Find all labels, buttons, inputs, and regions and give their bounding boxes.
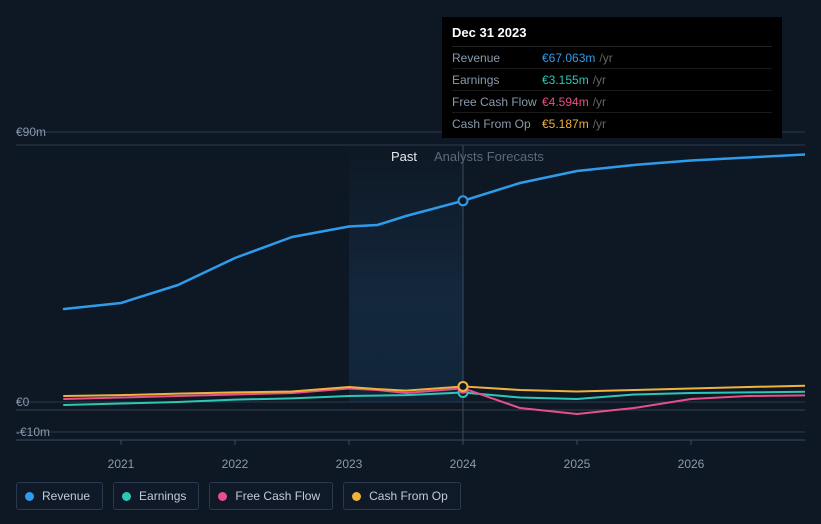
x-axis-label: 2021 — [108, 457, 135, 471]
tooltip-row-revenue: Revenue €67.063m /yr — [452, 47, 772, 69]
x-axis-label: 2022 — [222, 457, 249, 471]
tooltip-key: Earnings — [452, 73, 542, 87]
region-forecast-label: Analysts Forecasts — [434, 149, 544, 164]
legend-item-revenue[interactable]: Revenue — [16, 482, 103, 510]
legend-item-earnings[interactable]: Earnings — [113, 482, 199, 510]
tooltip-row-cfo: Cash From Op €5.187m /yr — [452, 113, 772, 134]
x-axis-label: 2024 — [450, 457, 477, 471]
tooltip-unit: /yr — [593, 95, 606, 109]
tooltip-date: Dec 31 2023 — [452, 25, 772, 47]
tooltip-key: Revenue — [452, 51, 542, 65]
legend-label: Revenue — [42, 489, 90, 503]
legend-item-cfo[interactable]: Cash From Op — [343, 482, 461, 510]
x-axis-label: 2026 — [678, 457, 705, 471]
y-axis-label: €0 — [16, 395, 29, 409]
y-axis-label: €90m — [16, 125, 46, 139]
tooltip-value: €4.594m — [542, 95, 589, 109]
tooltip-key: Cash From Op — [452, 117, 542, 131]
chart-tooltip: Dec 31 2023 Revenue €67.063m /yr Earning… — [442, 17, 782, 138]
legend-label: Earnings — [139, 489, 186, 503]
financials-chart: €90m €0 -€10m Past Analysts Forecasts 20… — [16, 0, 805, 470]
tooltip-row-fcf: Free Cash Flow €4.594m /yr — [452, 91, 772, 113]
tooltip-value: €5.187m — [542, 117, 589, 131]
legend-item-fcf[interactable]: Free Cash Flow — [209, 482, 333, 510]
legend-dot — [352, 492, 361, 501]
x-axis-label: 2025 — [564, 457, 591, 471]
tooltip-unit: /yr — [593, 73, 606, 87]
tooltip-key: Free Cash Flow — [452, 95, 542, 109]
tooltip-value: €67.063m — [542, 51, 595, 65]
tooltip-unit: /yr — [593, 117, 606, 131]
region-past-label: Past — [391, 149, 417, 164]
y-axis-label: -€10m — [16, 425, 50, 439]
legend-dot — [218, 492, 227, 501]
tooltip-unit: /yr — [599, 51, 612, 65]
legend-dot — [122, 492, 131, 501]
legend-dot — [25, 492, 34, 501]
chart-legend: Revenue Earnings Free Cash Flow Cash Fro… — [16, 482, 461, 510]
legend-label: Free Cash Flow — [235, 489, 320, 503]
tooltip-row-earnings: Earnings €3.155m /yr — [452, 69, 772, 91]
x-axis-label: 2023 — [336, 457, 363, 471]
legend-label: Cash From Op — [369, 489, 448, 503]
tooltip-value: €3.155m — [542, 73, 589, 87]
